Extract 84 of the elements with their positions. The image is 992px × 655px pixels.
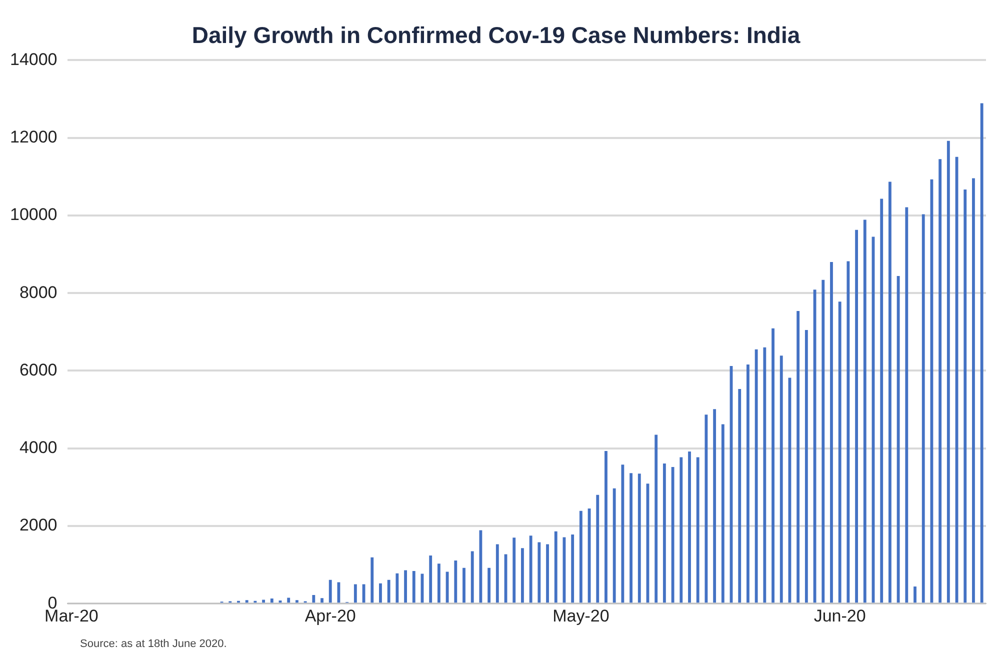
bar <box>964 189 967 603</box>
bar <box>738 388 742 603</box>
bar <box>630 473 632 603</box>
bar <box>262 600 266 603</box>
bar <box>713 409 716 603</box>
x-tick-label: May-20 <box>552 606 610 626</box>
bar <box>521 548 524 603</box>
bar <box>671 466 674 603</box>
bar <box>412 570 416 603</box>
bar <box>855 230 858 603</box>
y-tick-label: 14000 <box>10 50 58 69</box>
bar <box>320 598 324 603</box>
bar <box>830 262 833 603</box>
y-tick-label: 10000 <box>10 205 58 224</box>
bar <box>512 538 516 603</box>
bar <box>437 564 440 603</box>
bar <box>772 328 774 603</box>
bar <box>454 560 458 603</box>
bar <box>688 451 691 603</box>
bar <box>680 457 683 603</box>
bar <box>846 261 850 603</box>
bar <box>888 182 892 603</box>
bar <box>387 580 390 603</box>
bar <box>554 531 558 603</box>
bar <box>287 598 290 603</box>
bar <box>880 198 884 603</box>
bar <box>914 586 916 603</box>
source-note: Source: as at 18th June 2020. <box>80 638 227 650</box>
bar <box>404 570 407 603</box>
bar <box>446 572 449 603</box>
bar <box>579 510 582 603</box>
chart-title: Daily Growth in Confirmed Cov-19 Case Numbers: India <box>190 22 802 49</box>
bar <box>754 349 758 603</box>
bar <box>462 568 466 603</box>
bar <box>704 414 708 603</box>
bar <box>612 488 616 603</box>
bar <box>796 310 800 603</box>
y-tick-label: 8000 <box>19 282 58 302</box>
bar <box>896 276 900 603</box>
bar <box>571 534 574 603</box>
bar <box>621 464 624 603</box>
bar <box>780 356 783 603</box>
bar <box>295 600 298 603</box>
bar <box>496 544 499 603</box>
bar <box>354 584 357 603</box>
bar <box>245 600 248 603</box>
bar <box>370 557 374 603</box>
bar <box>270 598 274 603</box>
bar <box>696 457 700 603</box>
bar <box>863 220 866 603</box>
bar <box>922 214 925 603</box>
bar <box>429 555 432 603</box>
bar <box>946 140 950 603</box>
bar <box>470 551 474 603</box>
bar <box>538 542 541 603</box>
bar <box>379 583 382 603</box>
bar <box>804 330 808 603</box>
bar <box>529 536 532 603</box>
y-tick-label: 12000 <box>10 128 58 147</box>
bar <box>654 434 658 603</box>
bar <box>596 494 600 603</box>
bar <box>838 302 842 603</box>
bar <box>905 207 908 603</box>
bar <box>479 530 482 603</box>
bar <box>312 595 316 603</box>
bar <box>721 424 724 603</box>
y-tick-label: 6000 <box>19 360 58 380</box>
bar <box>328 580 332 603</box>
y-tick-label: 2000 <box>19 516 58 535</box>
bar <box>488 568 491 603</box>
bar <box>972 178 975 603</box>
bar <box>396 573 399 603</box>
x-tick-label: Apr-20 <box>304 606 356 626</box>
bar <box>822 280 825 603</box>
bar <box>980 103 984 603</box>
x-tick-label: Jun-20 <box>814 606 866 626</box>
bar <box>638 474 641 603</box>
bar <box>763 347 766 603</box>
bar <box>938 159 942 603</box>
bar <box>604 451 608 603</box>
y-tick-label: 4000 <box>19 438 58 458</box>
bar <box>662 463 666 603</box>
bar <box>546 544 549 603</box>
bar <box>746 364 750 603</box>
